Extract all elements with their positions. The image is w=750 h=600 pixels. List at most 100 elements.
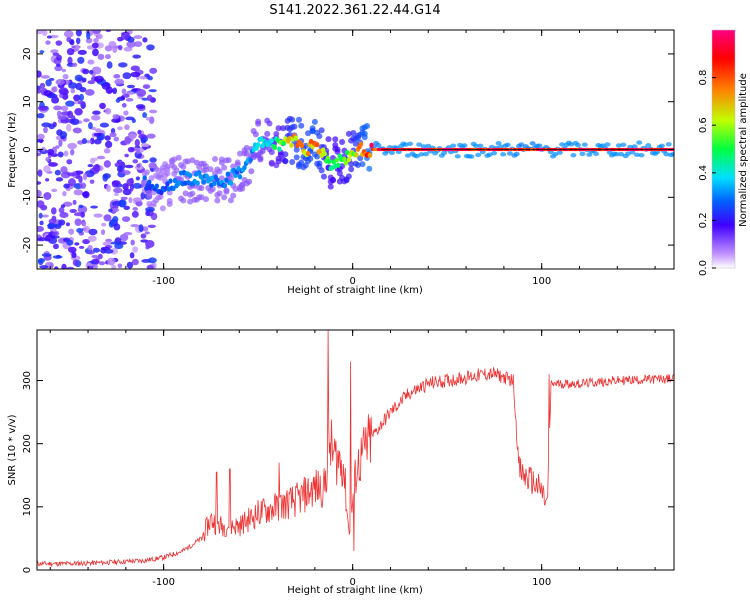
noise-blob <box>78 245 85 249</box>
noise-blob <box>112 113 120 120</box>
noise-blob <box>38 212 43 219</box>
noise-blob <box>83 225 91 233</box>
noise-blob <box>37 225 45 232</box>
noise-blob <box>74 212 82 217</box>
noise-blob <box>111 180 121 186</box>
noise-blob <box>46 35 53 39</box>
noise-blob <box>78 204 84 209</box>
noise-blob <box>91 126 96 131</box>
noise-blob <box>87 244 93 251</box>
noise-blob <box>48 218 57 224</box>
spectral-halo <box>339 163 346 170</box>
spectral-halo <box>388 150 395 156</box>
noise-blob <box>149 157 157 163</box>
spectral-halo <box>518 142 525 147</box>
spectral-halo <box>157 174 164 181</box>
noise-blob <box>131 258 139 266</box>
spectral-halo <box>234 161 241 168</box>
noise-blob <box>87 250 95 255</box>
noise-blob <box>52 231 58 236</box>
noise-blob <box>37 113 45 119</box>
noise-blob <box>132 246 139 253</box>
spectral-ridge-point <box>168 178 173 184</box>
y-tick-label: 300 <box>22 371 33 390</box>
spectral-ridge-point <box>228 180 234 186</box>
spectral-halo <box>202 196 209 203</box>
noise-blob <box>104 140 113 149</box>
noise-blob <box>54 169 61 176</box>
spectral-halo <box>663 152 670 157</box>
spectral-halo <box>264 130 271 137</box>
noise-blob <box>51 96 60 104</box>
noise-blob <box>58 138 63 147</box>
noise-blob <box>132 207 139 211</box>
spectral-ridge-point <box>314 141 320 148</box>
noise-blob <box>37 237 46 242</box>
noise-blob <box>76 228 84 233</box>
noise-blob <box>146 94 153 102</box>
noise-blob <box>117 126 123 131</box>
spectral-halo <box>570 152 577 158</box>
noise-blob <box>93 132 102 137</box>
noise-blob <box>113 192 119 197</box>
spectral-halo <box>645 143 652 148</box>
noise-blob <box>113 223 121 231</box>
noise-blob <box>55 78 65 86</box>
spectral-ridge-point <box>327 158 332 165</box>
spectral-ridge-point <box>201 179 206 185</box>
spectral-halo <box>556 150 563 155</box>
noise-blob <box>37 200 45 208</box>
colorbar-tick-label: 0.8 <box>698 70 709 86</box>
spectral-halo <box>225 157 232 164</box>
spectral-ridge-point <box>142 175 147 181</box>
noise-blob <box>70 149 75 156</box>
noise-blob <box>142 159 149 164</box>
noise-blob <box>60 105 69 112</box>
spectral-ridge-point <box>171 185 176 192</box>
noise-blob <box>115 98 121 103</box>
noise-blob <box>58 207 65 214</box>
spectral-ridge-point <box>242 164 247 171</box>
spectral-ridge-point <box>255 142 261 148</box>
noise-blob <box>145 206 155 213</box>
noise-blob <box>85 89 95 96</box>
spectral-halo <box>450 143 457 148</box>
spectral-halo <box>232 185 239 192</box>
snr-y-label: SNR (10 * v/v) <box>7 414 18 485</box>
spectral-halo <box>330 176 337 183</box>
spectrogram-y-label: Frequency (Hz) <box>7 112 18 188</box>
noise-blob <box>91 66 102 75</box>
noise-blob <box>58 219 66 226</box>
noise-blob <box>91 254 99 259</box>
noise-blob <box>59 211 69 219</box>
spectral-halo <box>407 141 414 146</box>
noise-blob <box>67 56 73 65</box>
spectral-ridge-point <box>336 162 341 168</box>
noise-blob <box>118 62 128 68</box>
noise-blob <box>108 220 115 228</box>
noise-blob <box>73 94 81 102</box>
noise-blob <box>88 69 94 75</box>
spectral-halo <box>332 136 339 143</box>
spectral-halo <box>536 143 543 148</box>
spectral-halo <box>221 194 228 201</box>
noise-blob <box>45 40 51 45</box>
spectral-ridge-point <box>159 190 164 196</box>
spectral-halo <box>477 143 484 149</box>
spectral-halo <box>275 125 282 132</box>
noise-blob <box>145 116 150 121</box>
spectral-halo <box>187 198 194 205</box>
spectral-halo <box>320 173 327 180</box>
spectral-halo <box>350 129 357 136</box>
spectral-ridge-point <box>322 151 327 157</box>
noise-blob <box>88 122 93 130</box>
noise-blob <box>82 68 90 75</box>
snr-series-line <box>37 330 674 568</box>
spectral-ridge-point <box>195 180 200 186</box>
noise-blob <box>79 182 87 189</box>
colorbar-gradient <box>712 30 735 268</box>
noise-blob <box>149 109 158 114</box>
noise-blob <box>123 46 133 52</box>
noise-blob <box>146 44 155 51</box>
